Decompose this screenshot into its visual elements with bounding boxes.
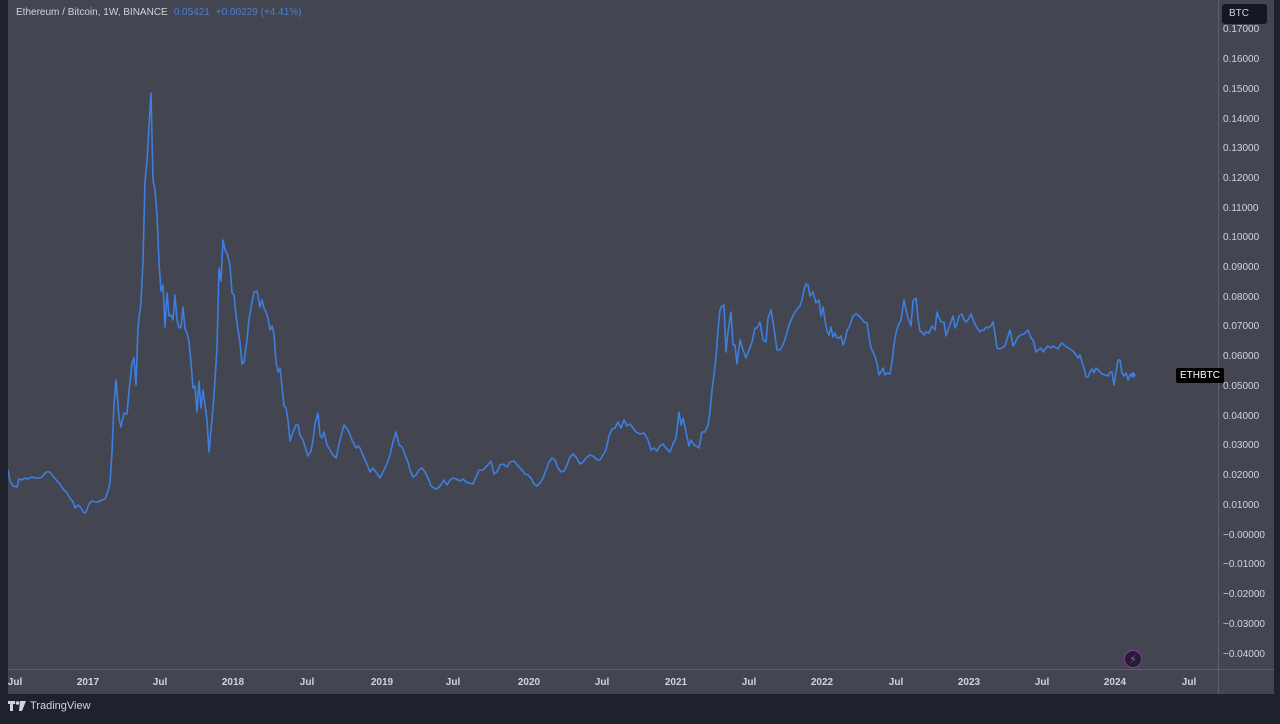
x-tick: 2018: [221, 677, 245, 688]
x-tick: Jul: [299, 677, 315, 688]
y-tick: −0.04000: [1223, 649, 1265, 660]
y-tick: 0.01000: [1223, 500, 1260, 511]
y-tick: 0.08000: [1223, 292, 1260, 303]
footer-brand[interactable]: TradingView: [8, 700, 91, 712]
right-edge: [1274, 0, 1280, 724]
last-price-dot: [1130, 372, 1136, 378]
lightning-icon[interactable]: ⚡: [1124, 650, 1142, 668]
y-tick: 0.17000: [1223, 24, 1260, 35]
x-tick: 2021: [664, 677, 688, 688]
y-tick: 0.16000: [1223, 54, 1260, 65]
y-tick: 0.10000: [1223, 232, 1260, 243]
x-tick: Jul: [1034, 677, 1050, 688]
y-tick: −0.02000: [1223, 589, 1265, 600]
x-tick: 2019: [370, 677, 394, 688]
price-axis[interactable]: [1218, 0, 1274, 694]
chart-legend: Ethereum / Bitcoin, 1W, BINANCE 0.05421 …: [16, 7, 302, 18]
tradingview-logo-icon: [8, 701, 26, 711]
y-tick: 0.13000: [1223, 143, 1260, 154]
symbol-title[interactable]: Ethereum / Bitcoin, 1W, BINANCE: [16, 7, 168, 18]
price-change: +0.00229 (+4.41%): [215, 7, 302, 18]
y-tick: 0.12000: [1223, 173, 1260, 184]
symbol-price-label: ETHBTC: [1176, 368, 1224, 383]
y-tick: 0.14000: [1223, 114, 1260, 125]
chart-plot-area[interactable]: [8, 0, 1218, 669]
x-tick: Jul: [1181, 677, 1197, 688]
tradingview-brand: TradingView: [30, 700, 91, 712]
last-value: 0.05421: [173, 7, 210, 18]
y-tick: 0.06000: [1223, 351, 1260, 362]
x-tick: 2024: [1103, 677, 1127, 688]
x-tick: 2017: [76, 677, 100, 688]
currency-button[interactable]: BTC: [1222, 4, 1267, 24]
chart-frame: [8, 0, 1218, 694]
x-tick: Jul: [888, 677, 904, 688]
ethbtc-price-line: [8, 92, 1135, 514]
y-tick: 0.02000: [1223, 470, 1260, 481]
x-tick: Jul: [7, 677, 23, 688]
x-tick: Jul: [445, 677, 461, 688]
x-tick: 2022: [810, 677, 834, 688]
y-tick: −0.01000: [1223, 559, 1265, 570]
y-tick: 0.11000: [1223, 203, 1259, 214]
y-tick: 0.05000: [1223, 381, 1260, 392]
x-tick: Jul: [594, 677, 610, 688]
y-tick: 0.09000: [1223, 262, 1260, 273]
x-tick: 2023: [957, 677, 981, 688]
price-line-chart: [8, 92, 1136, 514]
x-tick: Jul: [741, 677, 757, 688]
x-tick: 2020: [517, 677, 541, 688]
y-tick: 0.15000: [1223, 84, 1260, 95]
y-tick: 0.07000: [1223, 321, 1260, 332]
axis-corner: [1218, 669, 1274, 694]
y-tick: −0.00000: [1223, 530, 1265, 541]
x-tick: Jul: [152, 677, 168, 688]
y-tick: 0.04000: [1223, 411, 1260, 422]
y-tick: 0.03000: [1223, 440, 1260, 451]
y-tick: −0.03000: [1223, 619, 1265, 630]
time-axis[interactable]: [8, 669, 1218, 694]
